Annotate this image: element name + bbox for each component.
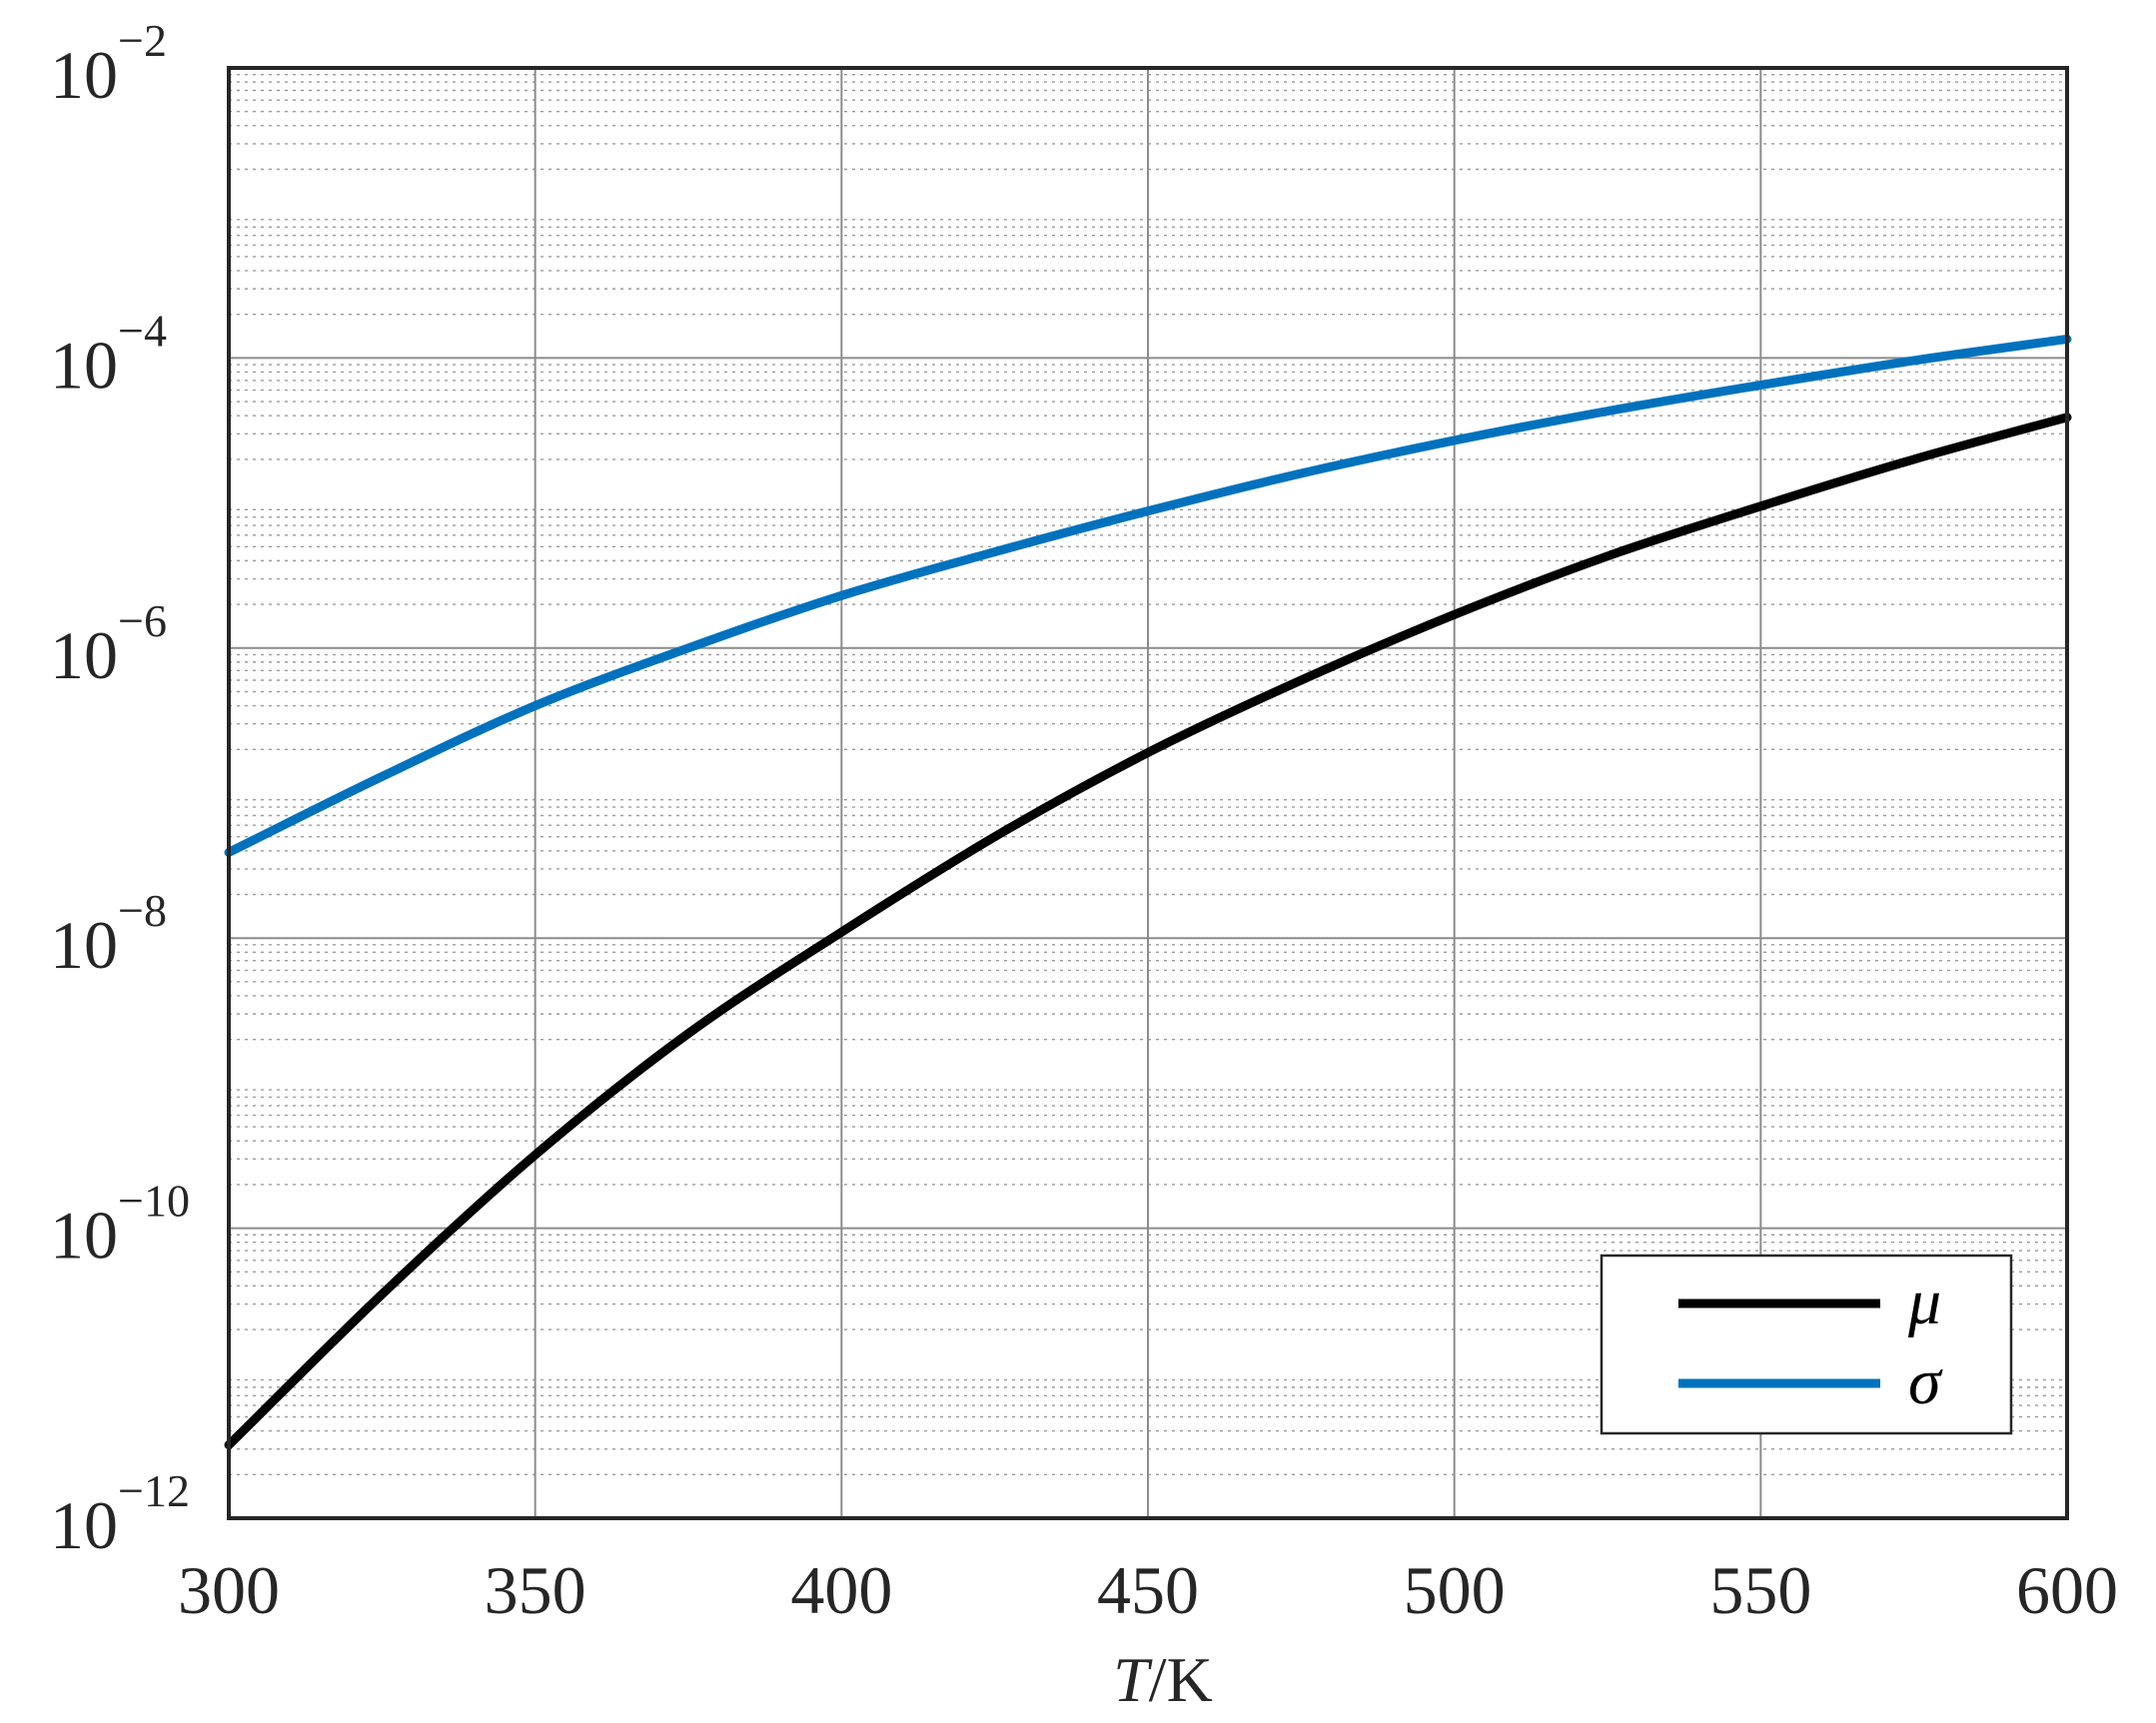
y-tick-base: 10 — [50, 907, 118, 983]
series-layer — [224, 334, 2072, 1450]
y-tick-exponent: −10 — [118, 1176, 190, 1227]
axes-box — [227, 66, 2069, 1520]
x-tick-label: 450 — [1097, 1552, 1199, 1628]
series-line-mu — [224, 413, 2072, 1450]
legend-box — [1600, 1254, 2013, 1435]
x-tick-label: 350 — [485, 1552, 586, 1628]
y-tick-label: 10 −2 — [50, 15, 167, 113]
legend-label: μ — [1907, 1266, 1941, 1338]
y-tick-exponent: −8 — [118, 885, 167, 936]
axes-frame — [227, 66, 2069, 1520]
x-tick-label: 300 — [178, 1552, 280, 1628]
x-axis-label: T/K — [1113, 1644, 1213, 1715]
y-tick-label: 10 −8 — [50, 885, 167, 983]
y-tick-label: 10 −10 — [50, 1176, 190, 1274]
y-tick-exponent: −2 — [118, 15, 167, 66]
y-tick-label: 10 −6 — [50, 595, 167, 693]
y-tick-base: 10 — [50, 1198, 118, 1274]
x-tick-label: 600 — [2016, 1552, 2118, 1628]
legend-item: σ — [1678, 1345, 1943, 1418]
y-tick-base: 10 — [50, 1487, 118, 1563]
legend-label: σ — [1908, 1345, 1943, 1418]
y-tick-label: 10 −4 — [50, 305, 167, 403]
legend-item: μ — [1678, 1266, 1941, 1338]
x-axis-variable: T — [1113, 1644, 1153, 1715]
y-tick-exponent: −4 — [118, 305, 167, 356]
x-axis-unit: /K — [1149, 1644, 1213, 1715]
y-tick-base: 10 — [50, 327, 118, 403]
y-tick-label: 10 −12 — [50, 1465, 190, 1563]
legend: μσ — [1600, 1254, 2013, 1435]
y-tick-base: 10 — [50, 37, 118, 113]
y-tick-base: 10 — [50, 617, 118, 693]
x-tick-labels: 300 350 400 450 500 550 600 — [178, 1552, 2118, 1628]
y-tick-exponent: −6 — [118, 595, 167, 646]
y-tick-exponent: −12 — [118, 1465, 190, 1516]
series-line-sigma — [224, 334, 2072, 857]
x-tick-label: 400 — [790, 1552, 892, 1628]
x-tick-label: 550 — [1709, 1552, 1811, 1628]
x-tick-label: 500 — [1404, 1552, 1506, 1628]
